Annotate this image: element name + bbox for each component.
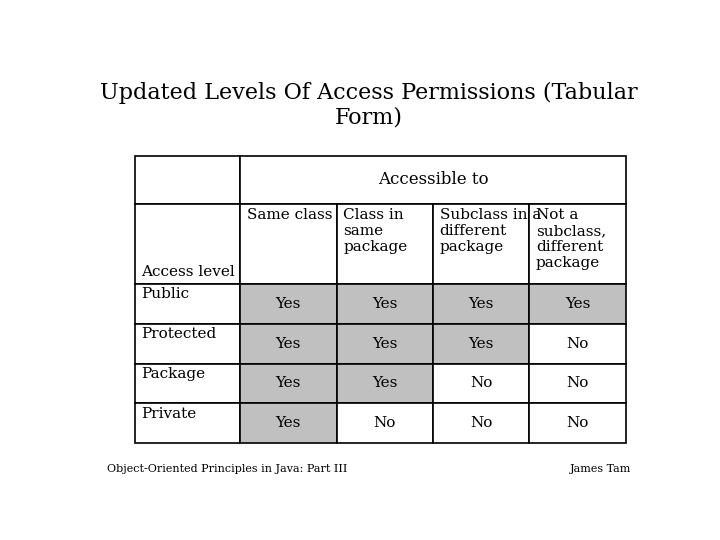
Bar <box>240 204 336 284</box>
Bar <box>240 324 336 363</box>
Bar <box>135 324 240 363</box>
Bar <box>135 403 240 443</box>
Text: Protected: Protected <box>141 327 217 341</box>
Text: Subclass in a
different
package: Subclass in a different package <box>440 208 541 254</box>
Bar <box>135 204 240 284</box>
Text: Yes: Yes <box>276 336 301 350</box>
Text: No: No <box>470 376 492 390</box>
Text: Yes: Yes <box>276 376 301 390</box>
Bar <box>529 204 626 284</box>
Bar <box>433 363 529 403</box>
Text: Access level: Access level <box>141 265 235 279</box>
Bar <box>336 363 433 403</box>
Bar <box>433 204 529 284</box>
Bar <box>135 156 240 204</box>
Bar <box>529 363 626 403</box>
Bar <box>336 324 433 363</box>
Bar <box>240 156 626 204</box>
Bar <box>336 204 433 284</box>
Text: Updated Levels Of Access Permissions (Tabular
Form): Updated Levels Of Access Permissions (Ta… <box>100 82 638 129</box>
Bar <box>529 324 626 363</box>
Bar <box>135 284 240 324</box>
Bar <box>433 284 529 324</box>
Text: No: No <box>374 416 396 430</box>
Text: Class in
same
package: Class in same package <box>343 208 408 254</box>
Text: Yes: Yes <box>469 297 494 311</box>
Text: James Tam: James Tam <box>570 464 631 474</box>
Text: Yes: Yes <box>372 297 397 311</box>
Bar <box>336 284 433 324</box>
Text: Yes: Yes <box>372 336 397 350</box>
Text: No: No <box>567 336 589 350</box>
Bar <box>433 403 529 443</box>
Text: No: No <box>567 376 589 390</box>
Bar <box>240 403 336 443</box>
Text: Yes: Yes <box>276 297 301 311</box>
Text: Yes: Yes <box>372 376 397 390</box>
Bar <box>529 284 626 324</box>
Text: Accessible to: Accessible to <box>377 171 488 188</box>
Bar <box>529 403 626 443</box>
Text: No: No <box>470 416 492 430</box>
Text: Same class: Same class <box>247 208 333 222</box>
Text: Yes: Yes <box>564 297 590 311</box>
Text: No: No <box>567 416 589 430</box>
Bar <box>336 403 433 443</box>
Text: Private: Private <box>141 407 197 421</box>
Bar <box>240 363 336 403</box>
Text: Package: Package <box>141 367 205 381</box>
Bar <box>135 363 240 403</box>
Text: Public: Public <box>141 287 189 301</box>
Text: Yes: Yes <box>469 336 494 350</box>
Text: Not a
subclass,
different
package: Not a subclass, different package <box>536 208 606 271</box>
Bar <box>240 284 336 324</box>
Text: Yes: Yes <box>276 416 301 430</box>
Text: Object-Oriented Principles in Java: Part III: Object-Oriented Principles in Java: Part… <box>107 464 347 474</box>
Bar <box>433 324 529 363</box>
